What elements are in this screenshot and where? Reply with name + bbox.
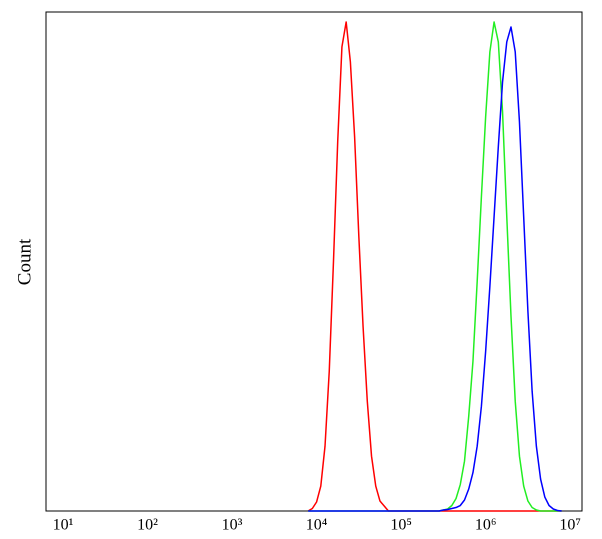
histogram-line <box>307 21 562 512</box>
x-tick-label: 10² <box>137 517 158 534</box>
histogram-line <box>308 21 562 512</box>
y-axis-label: Count <box>14 238 35 285</box>
x-tick-label: 10⁶ <box>475 517 497 534</box>
x-tick-label: 10⁵ <box>390 517 412 534</box>
x-tick-label: 10¹ <box>53 517 74 534</box>
x-tick-label: 10³ <box>222 517 243 534</box>
x-tick-label: 10⁷ <box>559 517 581 534</box>
histogram-line <box>308 26 562 512</box>
x-tick-label: 10⁴ <box>306 517 328 534</box>
